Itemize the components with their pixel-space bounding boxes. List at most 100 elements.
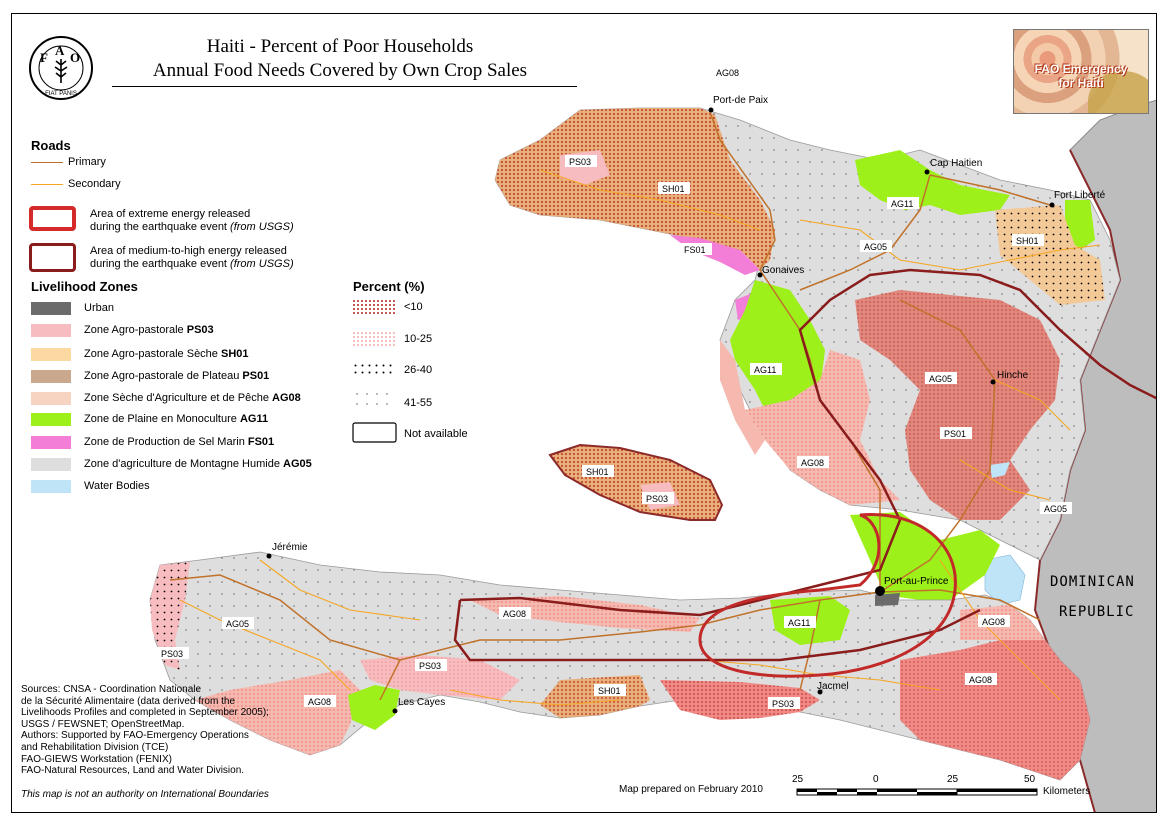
zone-ag11-culdesac: [850, 512, 1000, 600]
legend-swatch-fs01: [31, 436, 71, 449]
zone-labels: AG08 PS03 SH01 FS01 AG11 AG05 SH01 AG11 …: [157, 66, 1072, 709]
zone-ag11-lescayes: [348, 685, 400, 730]
legend-label-urban: Urban: [84, 302, 114, 314]
scale-label-25: 25: [947, 774, 959, 785]
legend-swatch-water: [31, 480, 71, 493]
svg-text:AG05: AG05: [929, 374, 952, 384]
svg-text:AG11: AG11: [891, 199, 913, 209]
zone-ps03-southwest-pattern: [150, 562, 190, 670]
scale-label-25-left: 25: [792, 774, 804, 785]
badge-line1: FAO Emergency: [1034, 62, 1128, 76]
legend-percent-lt10: <10: [404, 301, 423, 313]
zone-ag08-southnorth-pattern: [470, 596, 700, 632]
svg-text:F: F: [40, 50, 48, 65]
scale-label-0: 0: [873, 774, 879, 785]
zone-ag11-artibonite: [730, 280, 825, 420]
svg-text:AG11: AG11: [754, 365, 776, 375]
medium-energy-outline-south: [453, 599, 981, 662]
extreme-energy-outline: [698, 513, 957, 678]
scale-bar: [796, 788, 1038, 796]
legend-primary-line: [31, 162, 63, 163]
zone-ag11-fortliberte: [1065, 200, 1095, 250]
secondary-roads: [179, 169, 1101, 706]
zone-ps03-south-pattern: [360, 655, 520, 700]
svg-text:Port-au-Prince: Port-au-Prince: [884, 576, 949, 587]
svg-text:SH01: SH01: [662, 184, 685, 194]
sources-block: Sources: CNSA - Coordination Nationale d…: [21, 684, 269, 777]
legend-label-ps03: Zone Agro-pastorale PS03: [84, 324, 214, 336]
svg-text:PS01: PS01: [944, 429, 966, 439]
legend-percent-26-40: 26-40: [404, 364, 433, 376]
svg-text:PS03: PS03: [161, 649, 183, 659]
svg-text:O: O: [70, 50, 80, 65]
zone-ps03-jacmel-pattern: [660, 680, 820, 720]
svg-text:Jacmel: Jacmel: [817, 681, 849, 692]
zone-sh01-ne-pattern: [995, 205, 1105, 305]
svg-text:AG08: AG08: [716, 68, 739, 78]
svg-text:PS03: PS03: [569, 157, 591, 167]
city-labels: Port-de Paix Cap Haitien Fort Liberté Go…: [266, 95, 1106, 714]
map-title: Haiti - Percent of Poor Households Annua…: [100, 35, 580, 83]
svg-text:Port-de Paix: Port-de Paix: [713, 95, 768, 106]
title-underline: [112, 86, 577, 87]
legend-extreme-label: Area of extreme energy released during t…: [90, 208, 294, 233]
svg-text:Gonaives: Gonaives: [762, 265, 804, 276]
legend-swatch-ps01: [31, 370, 71, 383]
legend-livelihood-heading: Livelihood Zones: [31, 279, 138, 294]
svg-text:Jérémie: Jérémie: [272, 542, 308, 553]
legend-percent-na: Not available: [404, 428, 468, 440]
legend-swatch-ag08: [31, 392, 71, 405]
svg-text:AG05: AG05: [226, 619, 249, 629]
svg-text:Hinche: Hinche: [997, 370, 1029, 381]
zone-ag08-westcoast: [720, 340, 765, 455]
boundary-disclaimer: This map is not an authority on Internat…: [21, 789, 269, 800]
svg-text:Cap Haitien: Cap Haitien: [930, 158, 982, 169]
map-title-line2: Annual Food Needs Covered by Own Crop Sa…: [152, 60, 528, 81]
zone-sh01-northwest-pattern: [495, 108, 775, 270]
water-body-peligre: [990, 462, 1010, 478]
legend-medium-label: Area of medium-to-high energy released d…: [90, 245, 294, 270]
legend-percent-swatches: [352, 300, 397, 443]
legend-percent-41-55: 41-55: [404, 397, 433, 409]
gonave-island-pattern: [550, 445, 722, 520]
legend-swatch-ps03: [31, 324, 71, 337]
svg-text:SH01: SH01: [586, 467, 609, 477]
zone-ag08-central-pattern: [745, 350, 900, 505]
country-label-line2: REPUBLIC: [1059, 604, 1134, 620]
primary-roads: [169, 111, 1051, 701]
svg-text:FIAT PANIS: FIAT PANIS: [45, 91, 77, 97]
fao-logo-icon: F A O FIAT PANIS: [29, 36, 93, 100]
map-title-line1: Haiti - Percent of Poor Households: [206, 36, 474, 57]
legend-roads-heading: Roads: [31, 138, 71, 153]
svg-text:AG05: AG05: [1044, 504, 1067, 514]
svg-text:AG08: AG08: [503, 609, 526, 619]
legend-primary-label: Primary: [68, 156, 106, 168]
svg-text:AG05: AG05: [864, 242, 887, 252]
water-body-azuei: [984, 554, 1026, 606]
legend-percent-10-25: 10-25: [404, 333, 433, 345]
svg-text:Les Cayes: Les Cayes: [398, 697, 445, 708]
legend-secondary-label: Secondary: [68, 178, 121, 190]
legend-swatch-ag05: [31, 458, 71, 471]
south-landmass-pattern: [150, 552, 1090, 780]
svg-text:AG11: AG11: [788, 618, 810, 628]
svg-text:AG08: AG08: [969, 675, 992, 685]
legend-medium-swatch: [29, 243, 76, 272]
scale-label-50: 50: [1024, 774, 1036, 785]
svg-text:FS01: FS01: [684, 245, 706, 255]
legend-label-ag08: Zone Sèche d'Agriculture et de Pêche AG0…: [84, 392, 301, 404]
svg-text:AG08: AG08: [801, 458, 824, 468]
svg-text:Fort Liberté: Fort Liberté: [1054, 190, 1106, 201]
legend-label-ag05: Zone d'agriculture de Montagne Humide AG…: [84, 458, 312, 470]
zone-ag08-southeast-pattern: [900, 640, 1090, 780]
urban-port-au-prince: [875, 593, 900, 606]
svg-text:SH01: SH01: [598, 686, 621, 696]
svg-text:A: A: [55, 43, 65, 58]
legend-label-fs01: Zone de Production de Sel Marin FS01: [84, 436, 275, 448]
svg-text:SH01: SH01: [1016, 236, 1039, 246]
country-label-line1: DOMINICAN: [1050, 574, 1135, 590]
zone-ag08-southwest-pattern: [195, 670, 360, 755]
legend-label-sh01: Zone Agro-pastorale Sèche SH01: [84, 348, 249, 360]
fao-emergency-badge: FAO Emergency for Haiti: [1013, 29, 1149, 114]
legend-label-water: Water Bodies: [84, 480, 150, 492]
